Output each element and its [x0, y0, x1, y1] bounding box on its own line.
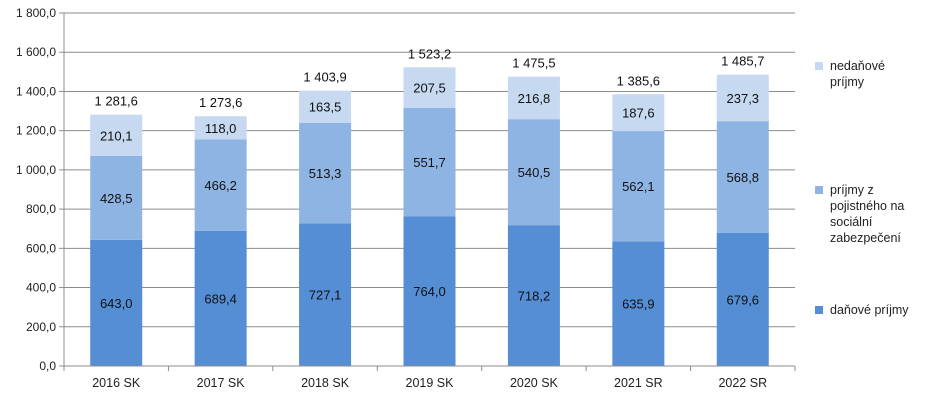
total-value-label: 1 273,6	[199, 95, 242, 110]
bar-segment	[299, 223, 352, 366]
y-tick-label: 200,0	[26, 320, 56, 334]
legend-label-prijmy-z-poistneho: príjmy z pojistného na sociální zabezpeč…	[830, 182, 928, 246]
y-tick-label: 1 800,0	[16, 6, 56, 20]
segment-value-label: 466,2	[204, 178, 237, 193]
legend-label-nedanove-prijmy: nedaňové príjmy	[830, 58, 928, 90]
legend: nedaňové príjmy príjmy z pojistného na s…	[815, 0, 928, 400]
legend-label-line: daňové príjmy	[830, 303, 909, 317]
segment-value-label: 428,5	[100, 191, 133, 206]
legend-swatch-danove-prijmy	[815, 306, 823, 314]
bar-segment	[194, 116, 247, 140]
segment-value-label: 513,3	[309, 166, 342, 181]
segment-value-label: 727,1	[309, 288, 342, 303]
segment-value-label: 635,9	[622, 297, 655, 312]
y-tick-label: 400,0	[26, 281, 56, 295]
bar-segment	[612, 131, 665, 242]
x-tick-label: 2019 SK	[406, 376, 455, 390]
y-tick-label: 1 600,0	[16, 45, 56, 59]
bar-segment	[716, 74, 769, 122]
bar-segment	[194, 139, 247, 231]
segment-value-label: 551,7	[413, 155, 446, 170]
legend-label-line: príjmy z	[830, 183, 874, 197]
x-tick-label: 2022 SR	[718, 376, 767, 390]
legend-label-line: zabezpečení	[830, 231, 901, 245]
segment-value-label: 689,4	[204, 291, 237, 306]
total-value-label: 1 475,5	[512, 56, 555, 71]
segment-value-label: 643,0	[100, 296, 133, 311]
segment-value-label: 540,5	[518, 165, 551, 180]
segment-value-label: 210,1	[100, 128, 133, 143]
legend-swatch-prijmy-z-poistneho	[815, 186, 823, 194]
bar-segment	[299, 90, 352, 123]
bar-segment	[507, 225, 560, 366]
segment-value-label: 187,6	[622, 106, 655, 121]
x-tick-label: 2021 SR	[614, 376, 663, 390]
stacked-bar-chart: 643,0 428,5 210,1 1 281,6 689,4 466,2 118,0 1 2…	[16, 6, 796, 390]
bar-segment	[194, 230, 247, 366]
bar-segment	[507, 76, 560, 120]
axes: 0,0 200,0 400,0 600,0 800,0 1 000,0 1 200,0 1 4…	[16, 6, 796, 390]
total-value-label: 1 523,2	[408, 46, 451, 61]
y-tick-label: 1 400,0	[16, 84, 56, 98]
segment-value-label: 118,0	[205, 121, 237, 136]
bar-segment	[299, 122, 352, 224]
bar-segment	[403, 216, 456, 366]
segment-value-label: 163,5	[309, 100, 342, 115]
bar-segment	[90, 114, 143, 156]
total-value-label: 1 485,7	[721, 54, 764, 69]
segment-value-label: 764,0	[413, 284, 446, 299]
segment-value-label: 237,3	[727, 91, 760, 106]
bar-segment	[403, 107, 456, 217]
bar-segment	[90, 155, 143, 240]
x-tick-label: 2020 SK	[510, 376, 559, 390]
bar-segment	[90, 239, 143, 366]
legend-swatch-nedanove-prijmy	[815, 62, 823, 70]
data-labels: 643,0 428,5 210,1 1 281,6 689,4 466,2 118,0 1 2…	[95, 46, 765, 311]
x-tick-label: 2016 SK	[92, 376, 141, 390]
total-value-label: 1 385,6	[617, 73, 660, 88]
x-tick-label: 2017 SK	[197, 376, 246, 390]
y-tick-label: 1 200,0	[16, 124, 56, 138]
segment-value-label: 216,8	[518, 91, 551, 106]
bar-segment	[403, 67, 456, 108]
y-tick-label: 600,0	[26, 241, 56, 255]
x-tick-label: 2018 SK	[301, 376, 350, 390]
bar-segment	[612, 94, 665, 132]
legend-label-line: sociální	[830, 215, 873, 229]
segment-value-label: 207,5	[413, 81, 446, 96]
y-tick-label: 0,0	[39, 359, 56, 373]
bar-segment	[716, 121, 769, 233]
segment-value-label: 718,2	[518, 289, 551, 304]
legend-label-line: nedaňové	[830, 59, 885, 73]
y-tick-label: 1 000,0	[16, 163, 56, 177]
segment-value-label: 568,8	[727, 170, 760, 185]
bar-segment	[507, 119, 560, 226]
legend-label-danove-prijmy: daňové príjmy	[830, 302, 928, 318]
bars	[90, 67, 769, 366]
bar-segment	[612, 241, 665, 366]
segment-value-label: 562,1	[622, 179, 655, 194]
legend-label-line: pojistného na	[830, 199, 905, 213]
legend-label-line: príjmy	[830, 75, 865, 89]
bar-segment	[716, 232, 769, 366]
y-tick-label: 800,0	[26, 202, 56, 216]
total-value-label: 1 403,9	[303, 70, 346, 85]
segment-value-label: 679,6	[727, 292, 760, 307]
total-value-label: 1 281,6	[95, 94, 138, 109]
